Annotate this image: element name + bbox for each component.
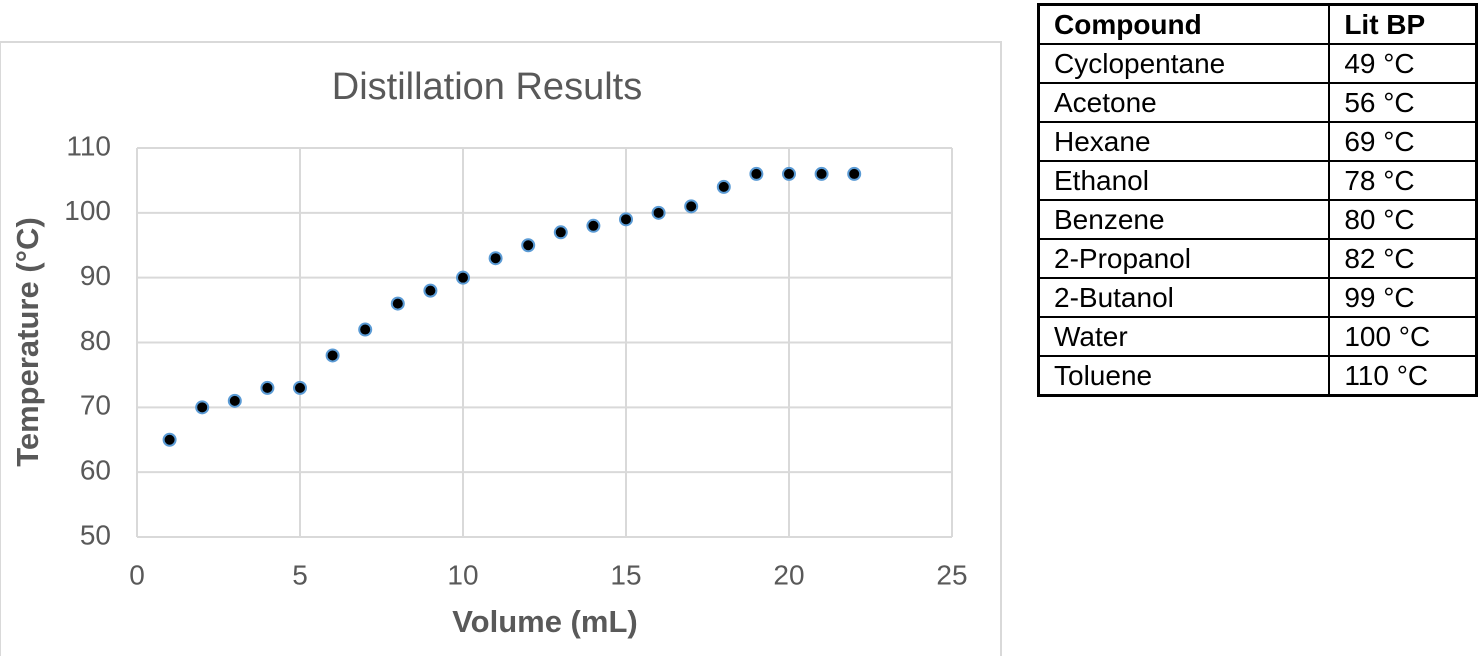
y-tick-label: 90 (80, 260, 111, 291)
table-cell: 82 °C (1328, 238, 1478, 279)
table-cell: Hexane (1037, 121, 1331, 162)
table-row: Toluene 110 °C (1037, 355, 1478, 397)
column-header: Compound (1037, 3, 1331, 45)
chart-title: Distillation Results (332, 66, 642, 108)
table-cell: 78 °C (1328, 160, 1478, 201)
table-cell: 2-Butanol (1037, 277, 1331, 318)
data-point (521, 238, 536, 253)
data-point (619, 212, 633, 227)
table-cell: 99 °C (1328, 277, 1478, 318)
y-tick-label: 80 (80, 325, 111, 356)
data-point (162, 432, 177, 447)
data-point (456, 270, 470, 285)
bp-table: Compound Lit BP Cyclopentane 49 °C Acetone 56… (1037, 3, 1478, 397)
table-cell: 2-Propanol (1037, 238, 1331, 279)
table-row: 2-Butanol 99 °C (1037, 277, 1478, 318)
data-point (227, 393, 242, 408)
table-row: Acetone 56 °C (1037, 82, 1478, 123)
table-cell: 49 °C (1328, 43, 1478, 84)
column-header: Lit BP (1328, 3, 1478, 45)
table-cell: Ethanol (1037, 160, 1331, 201)
table-row: Hexane 69 °C (1037, 121, 1478, 162)
data-point (390, 296, 405, 311)
x-tick-label: 15 (610, 559, 641, 590)
table-cell: Water (1037, 316, 1331, 357)
y-tick-label: 100 (64, 195, 111, 226)
table-cell: 56 °C (1328, 82, 1478, 123)
table-cell: 80 °C (1328, 199, 1478, 240)
data-point (553, 225, 568, 240)
table-row: Ethanol 78 °C (1037, 160, 1478, 201)
data-point (814, 166, 829, 181)
table-cell: 110 °C (1328, 355, 1478, 397)
x-tick-label: 25 (936, 559, 967, 590)
table-row: Benzene 80 °C (1037, 199, 1478, 240)
y-tick-label: 50 (80, 519, 111, 550)
table-cell: Acetone (1037, 82, 1331, 123)
table-row: Cyclopentane 49 °C (1037, 43, 1478, 84)
table-cell: Benzene (1037, 199, 1331, 240)
data-point (325, 348, 340, 363)
data-point (586, 218, 601, 233)
table-row: Water 100 °C (1037, 316, 1478, 357)
chart-frame (0, 41, 1002, 656)
x-tick-label: 10 (447, 559, 478, 590)
data-point (195, 400, 210, 415)
x-tick-label: 5 (292, 559, 308, 590)
data-point (488, 251, 503, 266)
data-point (293, 380, 307, 395)
data-point (847, 166, 862, 181)
data-point (782, 166, 796, 181)
x-tick-label: 0 (129, 559, 145, 590)
data-point (260, 380, 275, 395)
y-tick-label: 110 (66, 130, 111, 161)
table-cell: 100 °C (1328, 316, 1478, 357)
y-tick-label: 70 (80, 390, 111, 421)
table-cell: Toluene (1037, 355, 1331, 397)
x-axis-label: Volume (mL) (452, 604, 637, 639)
data-point (423, 283, 438, 298)
chart: Distillation Results Volume (mL) Tempera… (0, 41, 1002, 656)
data-point (358, 322, 373, 337)
data-point (749, 166, 764, 181)
data-point (651, 205, 666, 220)
table-cell: 69 °C (1328, 121, 1478, 162)
table-cell: Cyclopentane (1037, 43, 1331, 84)
y-tick-label: 60 (80, 455, 111, 486)
y-axis-label: Temperature (°C) (10, 217, 45, 467)
data-point (684, 199, 699, 214)
table-row: 2-Propanol 82 °C (1037, 238, 1478, 279)
header-row: Compound Lit BP (1037, 3, 1478, 45)
data-point (716, 179, 731, 194)
x-tick-label: 20 (773, 559, 804, 590)
